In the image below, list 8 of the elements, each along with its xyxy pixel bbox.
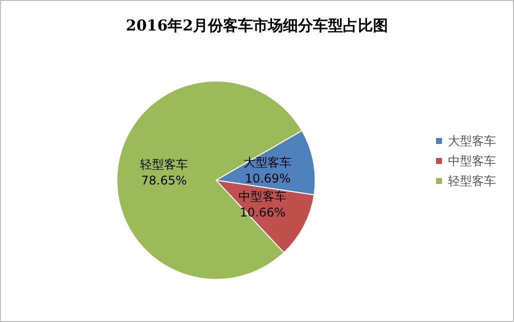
slice-label: 轻型客车 [140,157,188,172]
legend-label: 轻型客车 [448,174,496,188]
legend-label: 大型客车 [448,134,496,148]
data-label: 78.65% [141,173,187,188]
slice-label: 中型客车 [238,190,287,204]
data-label: 10.69% [244,171,291,186]
chart-title: 2016年2月份客车市场细分车型占比图 [126,16,388,34]
legend-label: 中型客车 [448,154,496,168]
